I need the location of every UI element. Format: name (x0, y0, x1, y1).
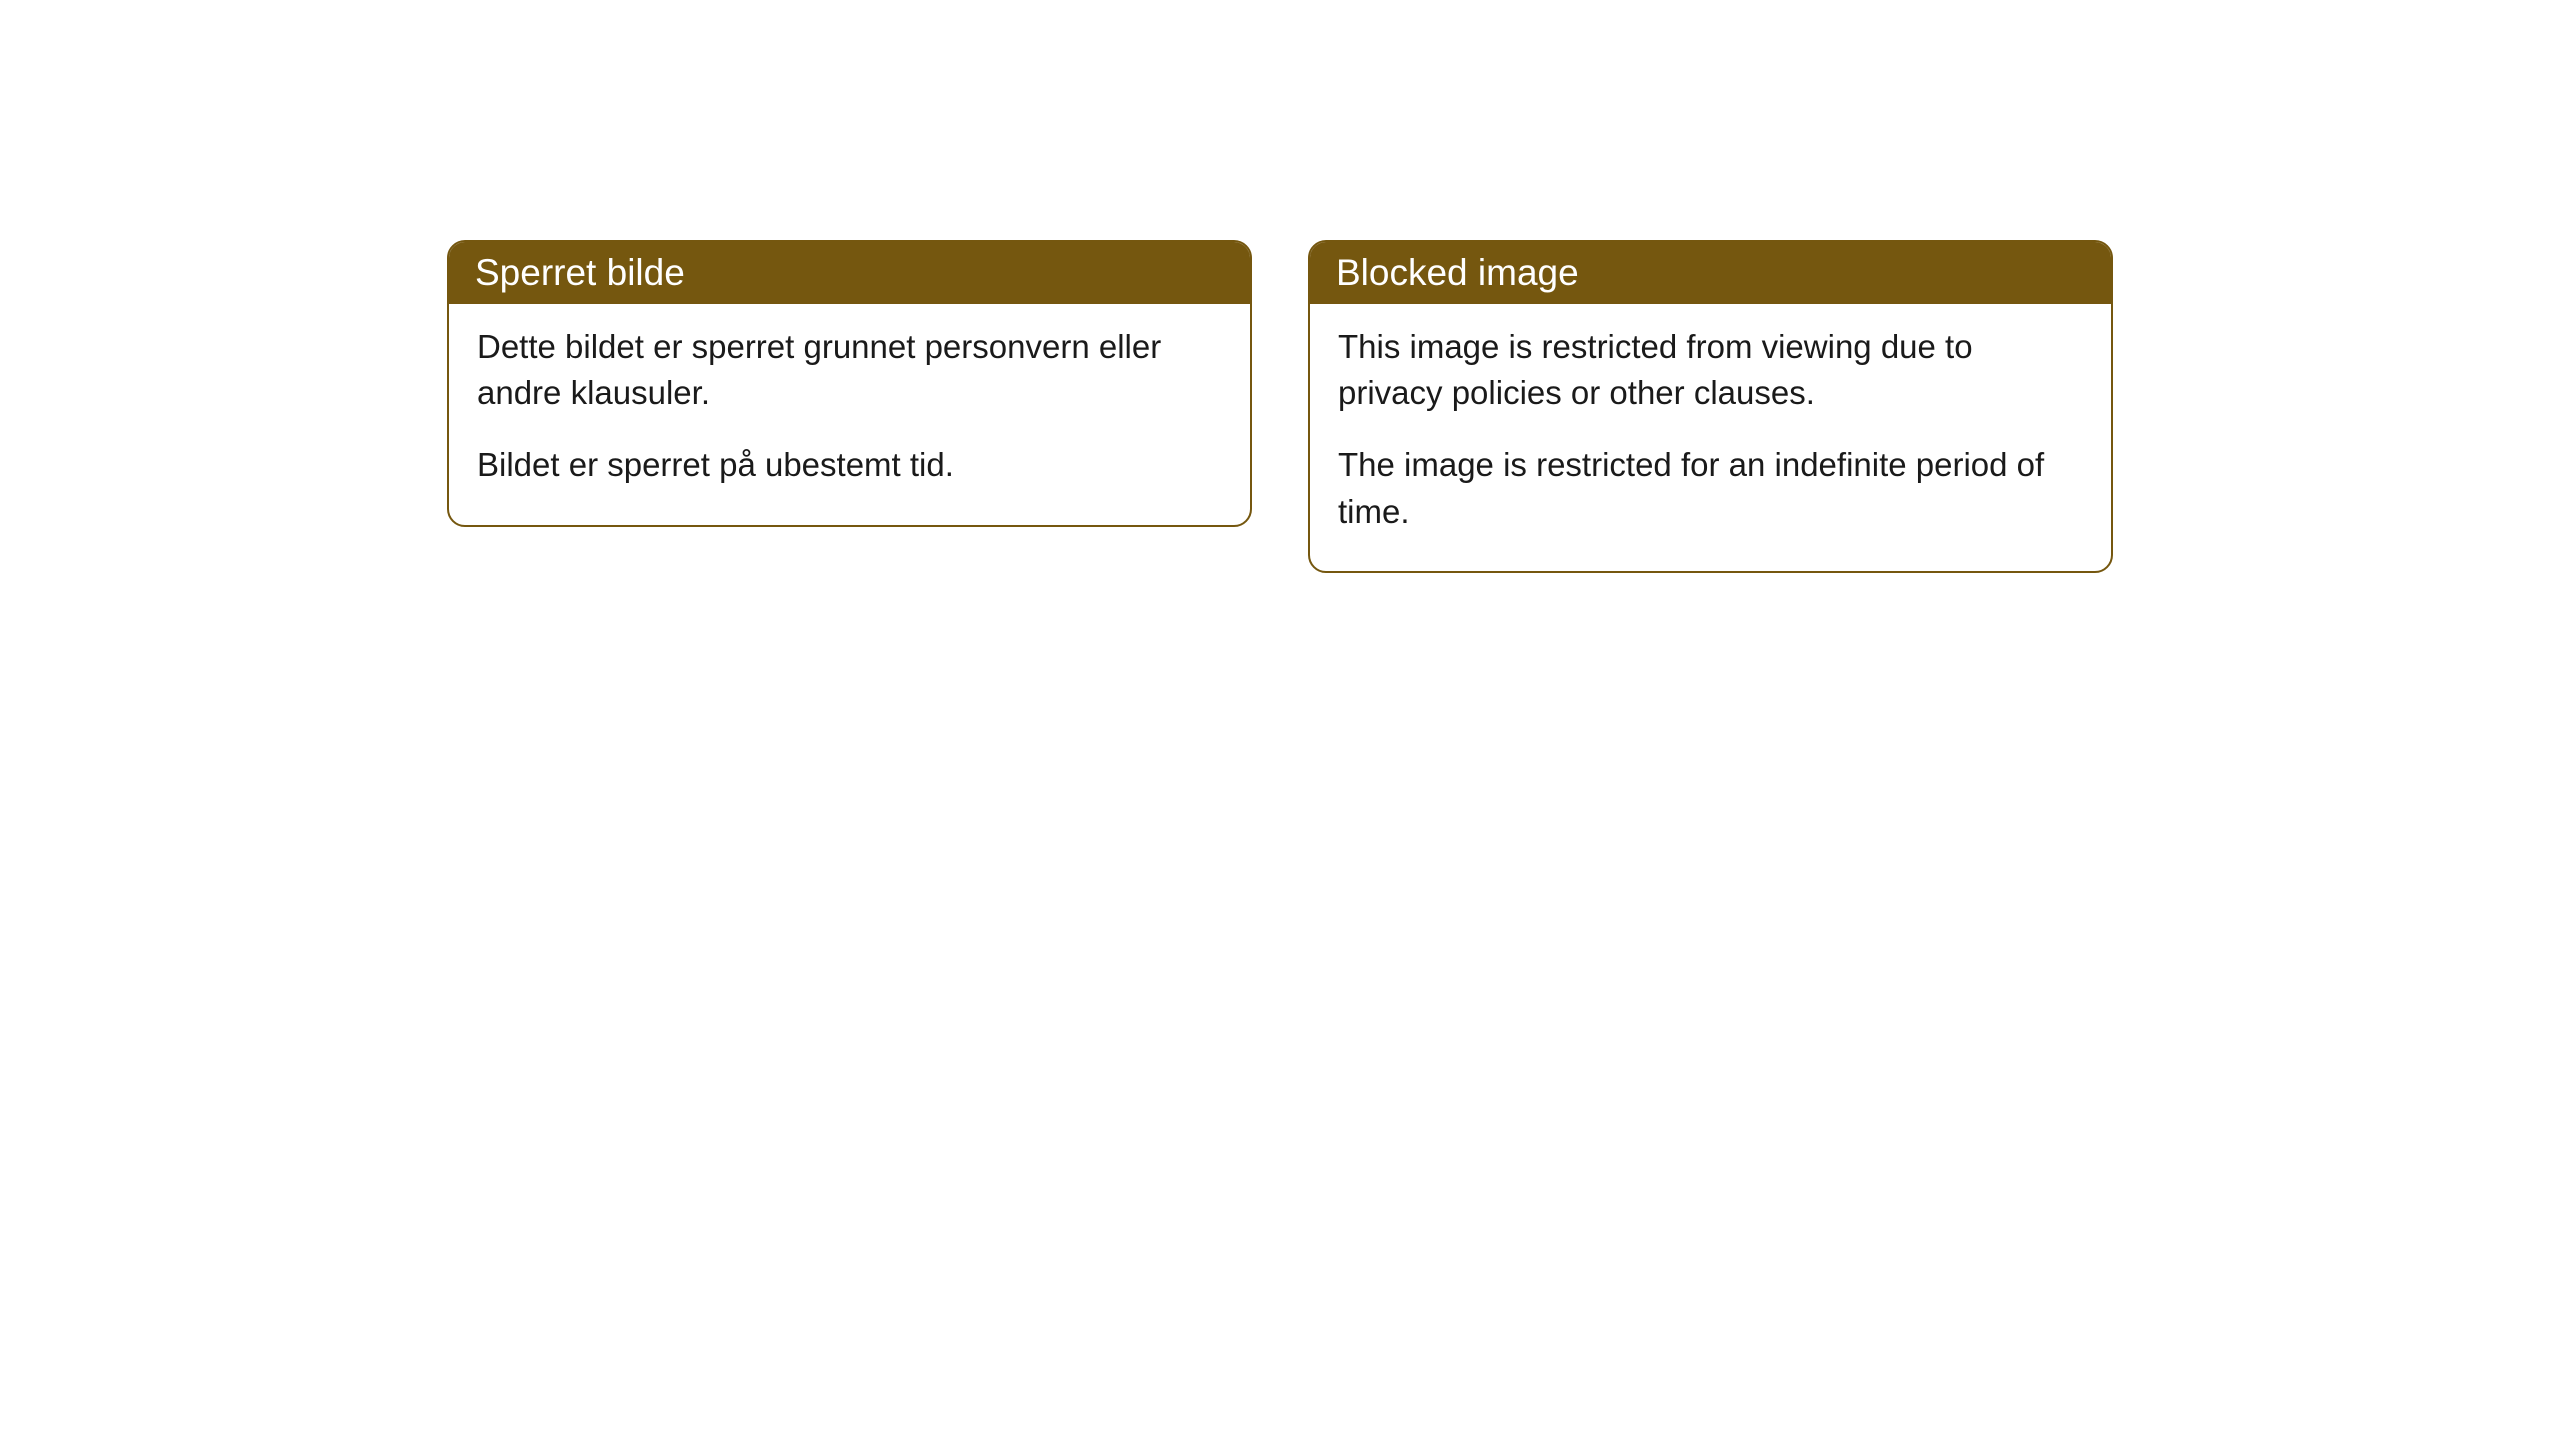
card-paragraph-2-en: The image is restricted for an indefinit… (1338, 442, 2083, 534)
blocked-image-card-en: Blocked image This image is restricted f… (1308, 240, 2113, 573)
card-title-en: Blocked image (1336, 252, 1579, 293)
blocked-image-card-no: Sperret bilde Dette bildet er sperret gr… (447, 240, 1252, 527)
card-paragraph-1-en: This image is restricted from viewing du… (1338, 324, 2083, 416)
card-body-no: Dette bildet er sperret grunnet personve… (449, 304, 1250, 525)
card-title-no: Sperret bilde (475, 252, 685, 293)
card-header-no: Sperret bilde (449, 242, 1250, 304)
card-paragraph-2-no: Bildet er sperret på ubestemt tid. (477, 442, 1222, 488)
card-body-en: This image is restricted from viewing du… (1310, 304, 2111, 571)
card-header-en: Blocked image (1310, 242, 2111, 304)
card-paragraph-1-no: Dette bildet er sperret grunnet personve… (477, 324, 1222, 416)
